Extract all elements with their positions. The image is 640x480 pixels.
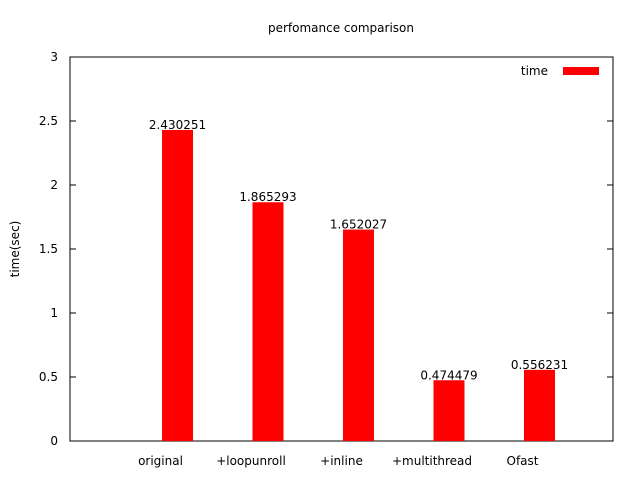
bar (252, 202, 284, 441)
x-tick-label: +loopunroll (216, 454, 286, 468)
bar (433, 380, 465, 441)
legend-swatch (563, 67, 599, 75)
value-label: 2.430251 (149, 118, 206, 132)
x-tick-label: +inline (320, 454, 363, 468)
y-tick-label: 0 (50, 434, 58, 448)
x-tick-label: Ofast (507, 454, 539, 468)
y-tick-label: 1 (50, 306, 58, 320)
y-tick-label: 2 (50, 178, 58, 192)
x-tick-label: +multithread (392, 454, 472, 468)
bar (524, 369, 555, 441)
y-axis-label: time(sec) (8, 221, 22, 278)
bar (343, 229, 374, 441)
value-label: 0.474479 (420, 368, 477, 382)
y-tick-label: 2.5 (39, 114, 58, 128)
legend-label: time (521, 64, 548, 78)
bar (162, 129, 193, 442)
y-tick-label: 0.5 (39, 370, 58, 384)
value-label: 1.652027 (330, 218, 387, 232)
value-label: 1.865293 (239, 190, 296, 204)
y-tick-label: 1.5 (39, 242, 58, 256)
value-label: 0.556231 (511, 358, 568, 372)
y-tick-label: 3 (50, 50, 58, 64)
x-tick-label: original (138, 454, 183, 468)
chart-title: perfomance comparison (268, 21, 414, 35)
